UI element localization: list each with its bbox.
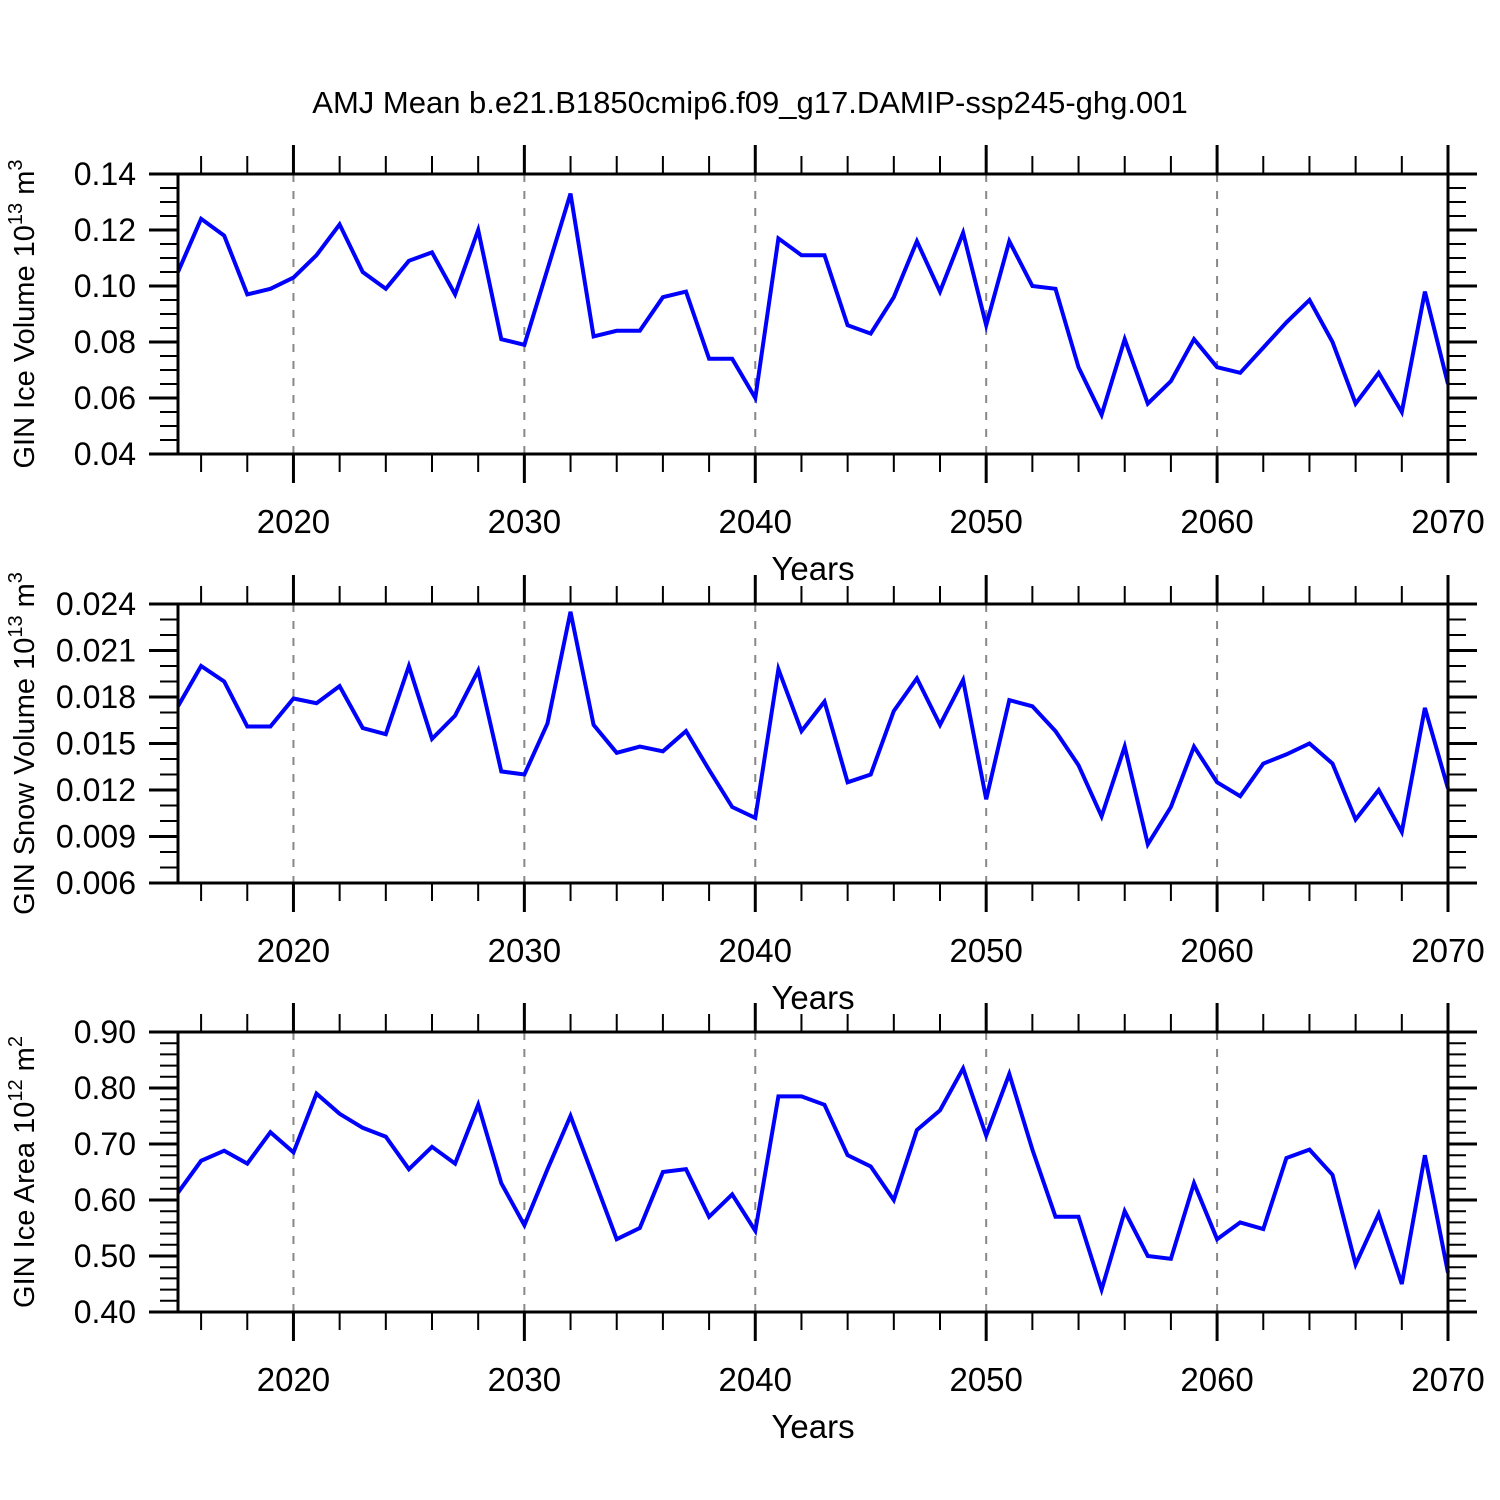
svg-text:2040: 2040 xyxy=(719,1361,792,1398)
svg-text:0.70: 0.70 xyxy=(74,1126,136,1162)
panel-2-ticks xyxy=(149,575,1477,912)
panel-2-x-tick-labels: 2020 2030 2040 2050 2060 2070 xyxy=(257,932,1485,969)
panel-2-series-line xyxy=(176,611,1450,850)
panel-3-y-axis-label: GIN Ice Area 1012 m2 xyxy=(5,1036,41,1308)
svg-text:0.006: 0.006 xyxy=(56,865,136,901)
panel-3-plot-box xyxy=(176,1030,1450,1314)
panel-3-series-line xyxy=(176,1063,1450,1297)
panel-1-gridlines xyxy=(292,174,1219,454)
svg-text:0.012: 0.012 xyxy=(56,772,136,808)
svg-text:2030: 2030 xyxy=(488,1361,561,1398)
svg-text:2040: 2040 xyxy=(719,932,792,969)
panel-3-x-tick-labels: 2020 2030 2040 2050 2060 2070 xyxy=(257,1361,1485,1398)
svg-text:0.024: 0.024 xyxy=(56,586,136,622)
svg-text:0.04: 0.04 xyxy=(74,436,136,472)
svg-text:0.60: 0.60 xyxy=(74,1182,136,1218)
svg-text:0.021: 0.021 xyxy=(56,633,136,669)
svg-text:2030: 2030 xyxy=(488,932,561,969)
svg-text:0.009: 0.009 xyxy=(56,819,136,855)
svg-text:2050: 2050 xyxy=(949,1361,1022,1398)
panel-1-y-tick-labels: 0.04 0.06 0.08 0.10 0.12 0.14 xyxy=(74,156,136,472)
svg-text:2020: 2020 xyxy=(257,503,330,540)
svg-text:2070: 2070 xyxy=(1411,503,1484,540)
panel-2-gridlines xyxy=(292,604,1219,883)
panel-3-x-axis-label: Years xyxy=(771,1408,854,1445)
panel-3-y-tick-labels: 0.40 0.50 0.60 0.70 0.80 0.90 xyxy=(74,1014,136,1330)
panel-1-x-axis-label: Years xyxy=(771,550,854,587)
svg-text:0.10: 0.10 xyxy=(74,268,136,304)
svg-text:0.14: 0.14 xyxy=(74,156,136,192)
panel-3: 0.40 0.50 0.60 0.70 0.80 0.90 2020 2030 2040 2050… xyxy=(5,1003,1485,1445)
panel-3-ticks xyxy=(149,1003,1477,1341)
svg-text:0.40: 0.40 xyxy=(74,1294,136,1330)
panel-2-y-axis-label: GIN Snow Volume 1013 m3 xyxy=(5,572,41,915)
svg-text:2060: 2060 xyxy=(1180,932,1253,969)
svg-text:2060: 2060 xyxy=(1180,503,1253,540)
panel-1-x-tick-labels: 2020 2030 2040 2050 2060 2070 xyxy=(257,503,1485,540)
svg-text:0.08: 0.08 xyxy=(74,324,136,360)
svg-text:2050: 2050 xyxy=(949,932,1022,969)
svg-text:2070: 2070 xyxy=(1411,1361,1484,1398)
svg-text:2020: 2020 xyxy=(257,1361,330,1398)
svg-text:0.015: 0.015 xyxy=(56,726,136,762)
panel-2-y-tick-labels: 0.006 0.009 0.012 0.015 0.018 0.021 0.024 xyxy=(56,586,136,901)
panel-1-plot-box xyxy=(176,172,1450,456)
panel-1-ticks xyxy=(149,145,1477,483)
svg-text:0.12: 0.12 xyxy=(74,212,136,248)
panel-2-plot-box xyxy=(176,602,1450,885)
panel-1-y-axis-label: GIN Ice Volume 1013 m3 xyxy=(5,160,41,469)
svg-text:0.90: 0.90 xyxy=(74,1014,136,1050)
svg-text:2050: 2050 xyxy=(949,503,1022,540)
panel-1: 0.04 0.06 0.08 0.10 0.12 0.14 2020 2030 2040 2050… xyxy=(5,145,1485,587)
svg-text:2070: 2070 xyxy=(1411,932,1484,969)
svg-text:2040: 2040 xyxy=(719,503,792,540)
svg-text:0.06: 0.06 xyxy=(74,380,136,416)
svg-text:0.80: 0.80 xyxy=(74,1070,136,1106)
svg-text:2030: 2030 xyxy=(488,503,561,540)
chart-title: AMJ Mean b.e21.B1850cmip6.f09_g17.DAMIP-… xyxy=(312,85,1188,120)
panel-2-x-axis-label: Years xyxy=(771,979,854,1016)
panel-3-gridlines xyxy=(292,1032,1219,1312)
svg-text:0.50: 0.50 xyxy=(74,1238,136,1274)
svg-text:2020: 2020 xyxy=(257,932,330,969)
svg-text:2060: 2060 xyxy=(1180,1361,1253,1398)
svg-text:0.018: 0.018 xyxy=(56,679,136,715)
panel-1-series-line xyxy=(176,193,1450,421)
